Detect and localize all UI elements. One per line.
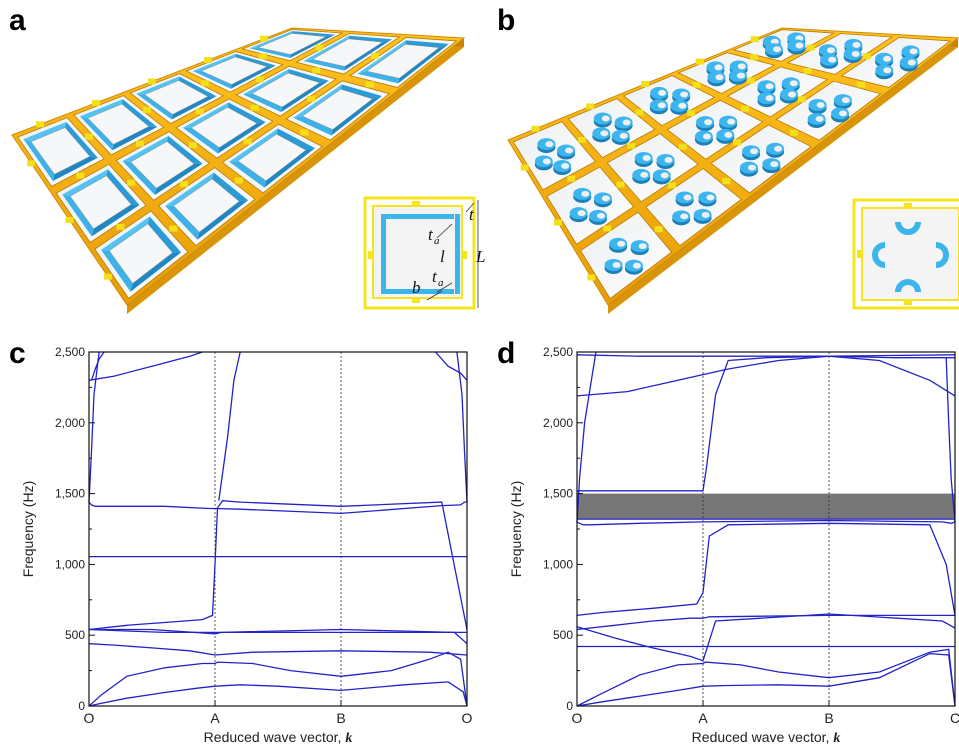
band-line [576,648,956,707]
band-line [576,652,956,707]
band-line [456,351,468,503]
y-tick-label: 0 [566,699,573,713]
band-line [90,351,105,381]
x-tick-label: B [336,710,345,726]
x-tick-label: O [462,710,473,726]
band-line [218,351,241,501]
band-line [88,501,467,515]
band-line [576,519,956,526]
band-line [88,351,203,381]
band-line [88,643,468,656]
y-tick-label: 1,500 [55,487,85,501]
x-axis-label: Reduced wave vector, k [692,729,841,746]
band-line [577,355,955,492]
x-tick-label: O [572,710,583,726]
band-line [576,522,956,617]
y-tick-label: 1,500 [543,487,573,501]
y-tick-label: 2,500 [543,345,573,359]
chart-c: 0 500 1,000 1,500 2,000 2,500 O A B O Reduced wave… [20,345,473,746]
plot-frame [576,351,956,707]
band-line [89,628,468,645]
band-line [88,681,468,707]
bandgap-region [577,493,955,520]
plot-frame [88,351,468,707]
y-tick-label: 500 [65,628,85,642]
band-line [576,613,956,662]
y-tick-label: 500 [553,628,573,642]
x-tick-label: C [950,710,959,726]
y-axis-label: Frequency (Hz) [20,481,36,577]
x-tick-label: A [210,710,220,726]
band-line [435,351,468,381]
y-tick-label: 2,500 [55,345,85,359]
x-tick-label: B [824,710,833,726]
band-line [576,351,597,522]
y-tick-label: 2,000 [55,416,85,430]
y-tick-label: 1,000 [543,557,573,571]
chart-d: 0 500 1,000 1,500 2,000 2,500 O A B C Reduced wave… [508,345,959,746]
band-line [576,355,956,397]
band-line [576,614,955,631]
panel-label-d: d [497,337,516,370]
x-axis-label: Reduced wave vector, k [204,729,353,746]
y-tick-label: 2,000 [543,416,573,430]
y-axis-label: Frequency (Hz) [508,481,524,577]
band-line [88,651,468,707]
y-tick-label: 1,000 [55,557,85,571]
y-tick-label: 0 [78,699,85,713]
x-tick-label: A [698,710,708,726]
band-line [88,500,468,631]
band-line [576,354,956,357]
panel-label-c: c [9,337,26,370]
x-tick-label: O [84,710,95,726]
band-line [945,357,956,522]
